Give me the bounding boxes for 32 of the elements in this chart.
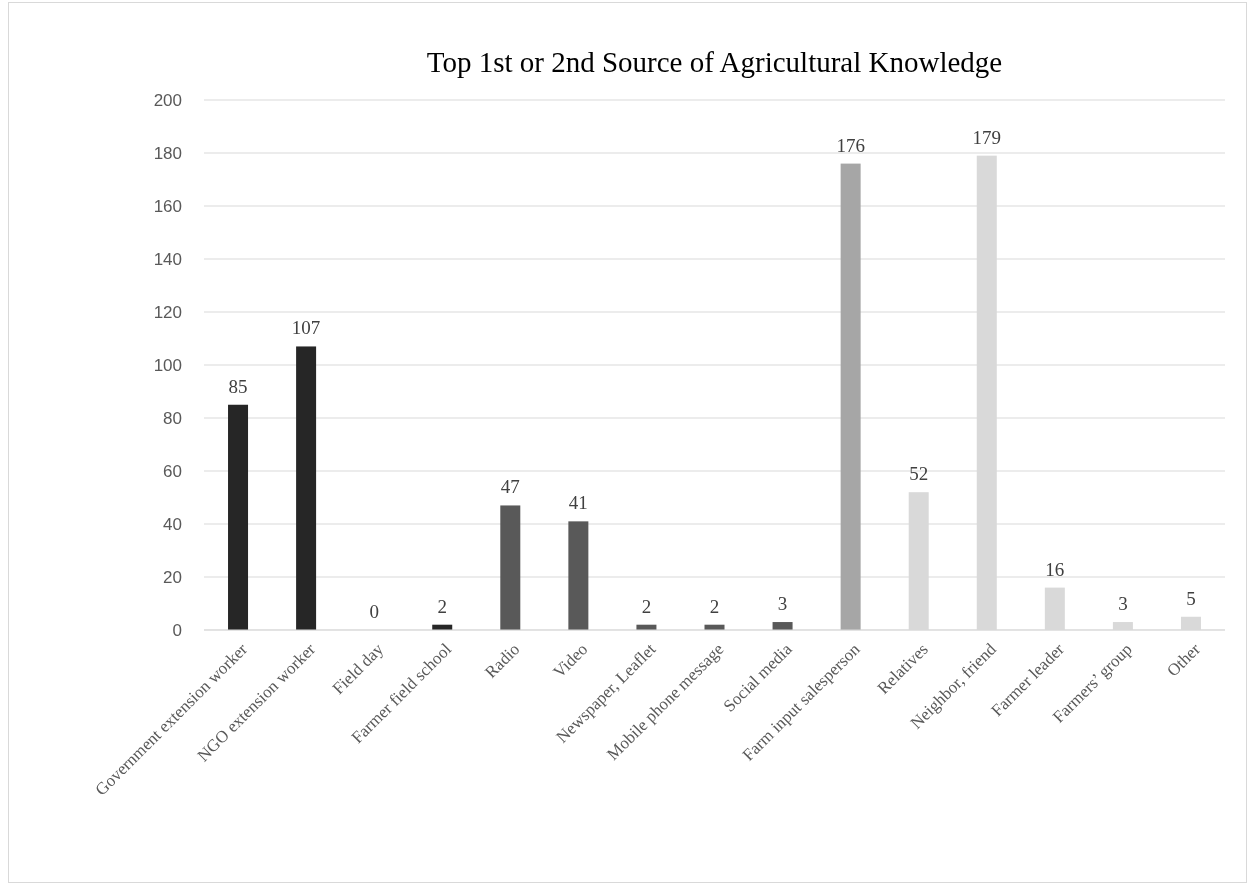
y-tick-label: 120 — [153, 302, 182, 322]
data-label: 2 — [709, 595, 720, 617]
y-tick-label: 40 — [163, 514, 182, 534]
data-label: 41 — [568, 492, 588, 514]
bar — [500, 505, 521, 630]
y-tick-label: 0 — [172, 620, 182, 640]
data-label: 52 — [909, 463, 929, 485]
data-label: 176 — [836, 134, 865, 156]
y-tick-label: 200 — [153, 90, 182, 110]
data-label: 3 — [1118, 593, 1128, 615]
data-label: 3 — [777, 593, 788, 615]
y-tick-label: 180 — [153, 143, 182, 163]
data-label: 2 — [437, 595, 447, 617]
data-label: 107 — [291, 317, 321, 339]
y-tick-label: 160 — [153, 196, 182, 216]
bar — [296, 346, 317, 630]
y-tick-label: 100 — [153, 355, 182, 375]
y-tick-label: 80 — [163, 408, 182, 428]
data-label: 47 — [500, 476, 520, 498]
data-label: 5 — [1186, 587, 1196, 609]
data-label: 179 — [972, 126, 1002, 148]
y-tick-label: 20 — [163, 567, 182, 587]
chart-title: Top 1st or 2nd Source of Agricultural Knowledge — [426, 46, 1003, 78]
data-label: 16 — [1045, 558, 1065, 580]
y-tick-label: 60 — [163, 461, 182, 481]
bar — [228, 404, 249, 630]
data-label: 85 — [228, 375, 248, 397]
bar — [840, 163, 861, 630]
bar — [568, 521, 589, 630]
data-label: 0 — [369, 601, 379, 622]
y-tick-label: 140 — [153, 249, 182, 269]
data-label: 2 — [641, 595, 652, 617]
